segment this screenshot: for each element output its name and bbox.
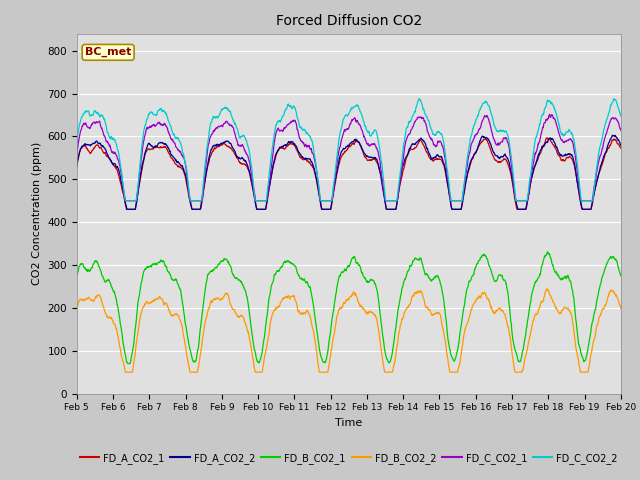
FD_C_CO2_2 <box>122 198 129 204</box>
FD_A_CO2_1 <box>325 206 333 212</box>
FD_C_CO2_1 <box>73 152 81 157</box>
FD_C_CO2_2 <box>316 187 323 192</box>
Y-axis label: CO2 Concentration (ppm): CO2 Concentration (ppm) <box>32 142 42 285</box>
Title: Forced Diffusion CO2: Forced Diffusion CO2 <box>276 14 422 28</box>
FD_A_CO2_1 <box>138 170 145 176</box>
FD_A_CO2_2 <box>138 168 145 173</box>
FD_A_CO2_2 <box>609 132 616 138</box>
FD_B_CO2_1 <box>617 273 625 279</box>
FD_A_CO2_1 <box>304 158 312 164</box>
FD_C_CO2_2 <box>115 152 123 157</box>
FD_A_CO2_2 <box>316 192 323 197</box>
FD_B_CO2_2 <box>325 362 333 368</box>
FD_B_CO2_1 <box>124 361 132 367</box>
FD_A_CO2_2 <box>115 168 123 173</box>
FD_B_CO2_2 <box>122 369 129 375</box>
FD_A_CO2_2 <box>325 206 333 212</box>
Text: BC_met: BC_met <box>85 47 131 58</box>
FD_B_CO2_2 <box>138 310 145 315</box>
FD_C_CO2_2 <box>325 198 333 204</box>
FD_B_CO2_1 <box>138 279 145 285</box>
FD_B_CO2_1 <box>316 345 323 350</box>
FD_B_CO2_2 <box>543 286 550 292</box>
Line: FD_C_CO2_2: FD_C_CO2_2 <box>77 99 621 201</box>
FD_B_CO2_2 <box>316 369 323 375</box>
FD_B_CO2_1 <box>304 282 312 288</box>
FD_C_CO2_1 <box>115 159 123 165</box>
FD_B_CO2_2 <box>115 339 123 345</box>
FD_A_CO2_1 <box>316 194 323 200</box>
Line: FD_A_CO2_1: FD_A_CO2_1 <box>77 138 621 209</box>
FD_C_CO2_2 <box>617 113 625 119</box>
FD_C_CO2_1 <box>122 198 129 204</box>
FD_C_CO2_1 <box>383 198 390 204</box>
FD_B_CO2_1 <box>543 249 551 254</box>
FD_A_CO2_1 <box>123 206 131 212</box>
FD_A_CO2_2 <box>617 143 625 148</box>
FD_A_CO2_1 <box>543 135 551 141</box>
FD_C_CO2_1 <box>304 143 312 149</box>
FD_C_CO2_1 <box>138 154 145 160</box>
FD_C_CO2_2 <box>610 96 618 102</box>
FD_C_CO2_2 <box>383 198 390 204</box>
Line: FD_B_CO2_2: FD_B_CO2_2 <box>77 289 621 372</box>
FD_C_CO2_2 <box>304 131 312 137</box>
FD_B_CO2_1 <box>383 356 390 361</box>
FD_A_CO2_2 <box>383 206 390 212</box>
FD_A_CO2_2 <box>124 206 131 212</box>
Line: FD_A_CO2_2: FD_A_CO2_2 <box>77 135 621 209</box>
FD_B_CO2_2 <box>73 306 81 312</box>
FD_C_CO2_1 <box>617 127 625 133</box>
FD_B_CO2_1 <box>325 339 333 345</box>
Line: FD_C_CO2_1: FD_C_CO2_1 <box>77 115 621 201</box>
FD_A_CO2_1 <box>73 164 81 170</box>
FD_A_CO2_2 <box>73 162 81 168</box>
Legend: FD_A_CO2_1, FD_A_CO2_2, FD_B_CO2_1, FD_B_CO2_2, FD_C_CO2_1, FD_C_CO2_2: FD_A_CO2_1, FD_A_CO2_2, FD_B_CO2_1, FD_B… <box>76 449 621 468</box>
FD_A_CO2_1 <box>383 206 390 212</box>
FD_C_CO2_1 <box>316 190 323 195</box>
X-axis label: Time: Time <box>335 418 362 428</box>
FD_C_CO2_1 <box>546 112 554 118</box>
FD_A_CO2_1 <box>115 173 123 179</box>
FD_B_CO2_1 <box>73 273 81 278</box>
FD_A_CO2_1 <box>617 145 625 151</box>
FD_C_CO2_1 <box>325 198 333 204</box>
Line: FD_B_CO2_1: FD_B_CO2_1 <box>77 252 621 364</box>
FD_B_CO2_2 <box>304 309 312 315</box>
FD_B_CO2_2 <box>383 369 390 375</box>
FD_C_CO2_2 <box>73 141 81 146</box>
FD_B_CO2_2 <box>617 306 625 312</box>
FD_B_CO2_1 <box>115 311 123 317</box>
FD_A_CO2_2 <box>304 156 312 162</box>
FD_C_CO2_2 <box>138 148 145 154</box>
